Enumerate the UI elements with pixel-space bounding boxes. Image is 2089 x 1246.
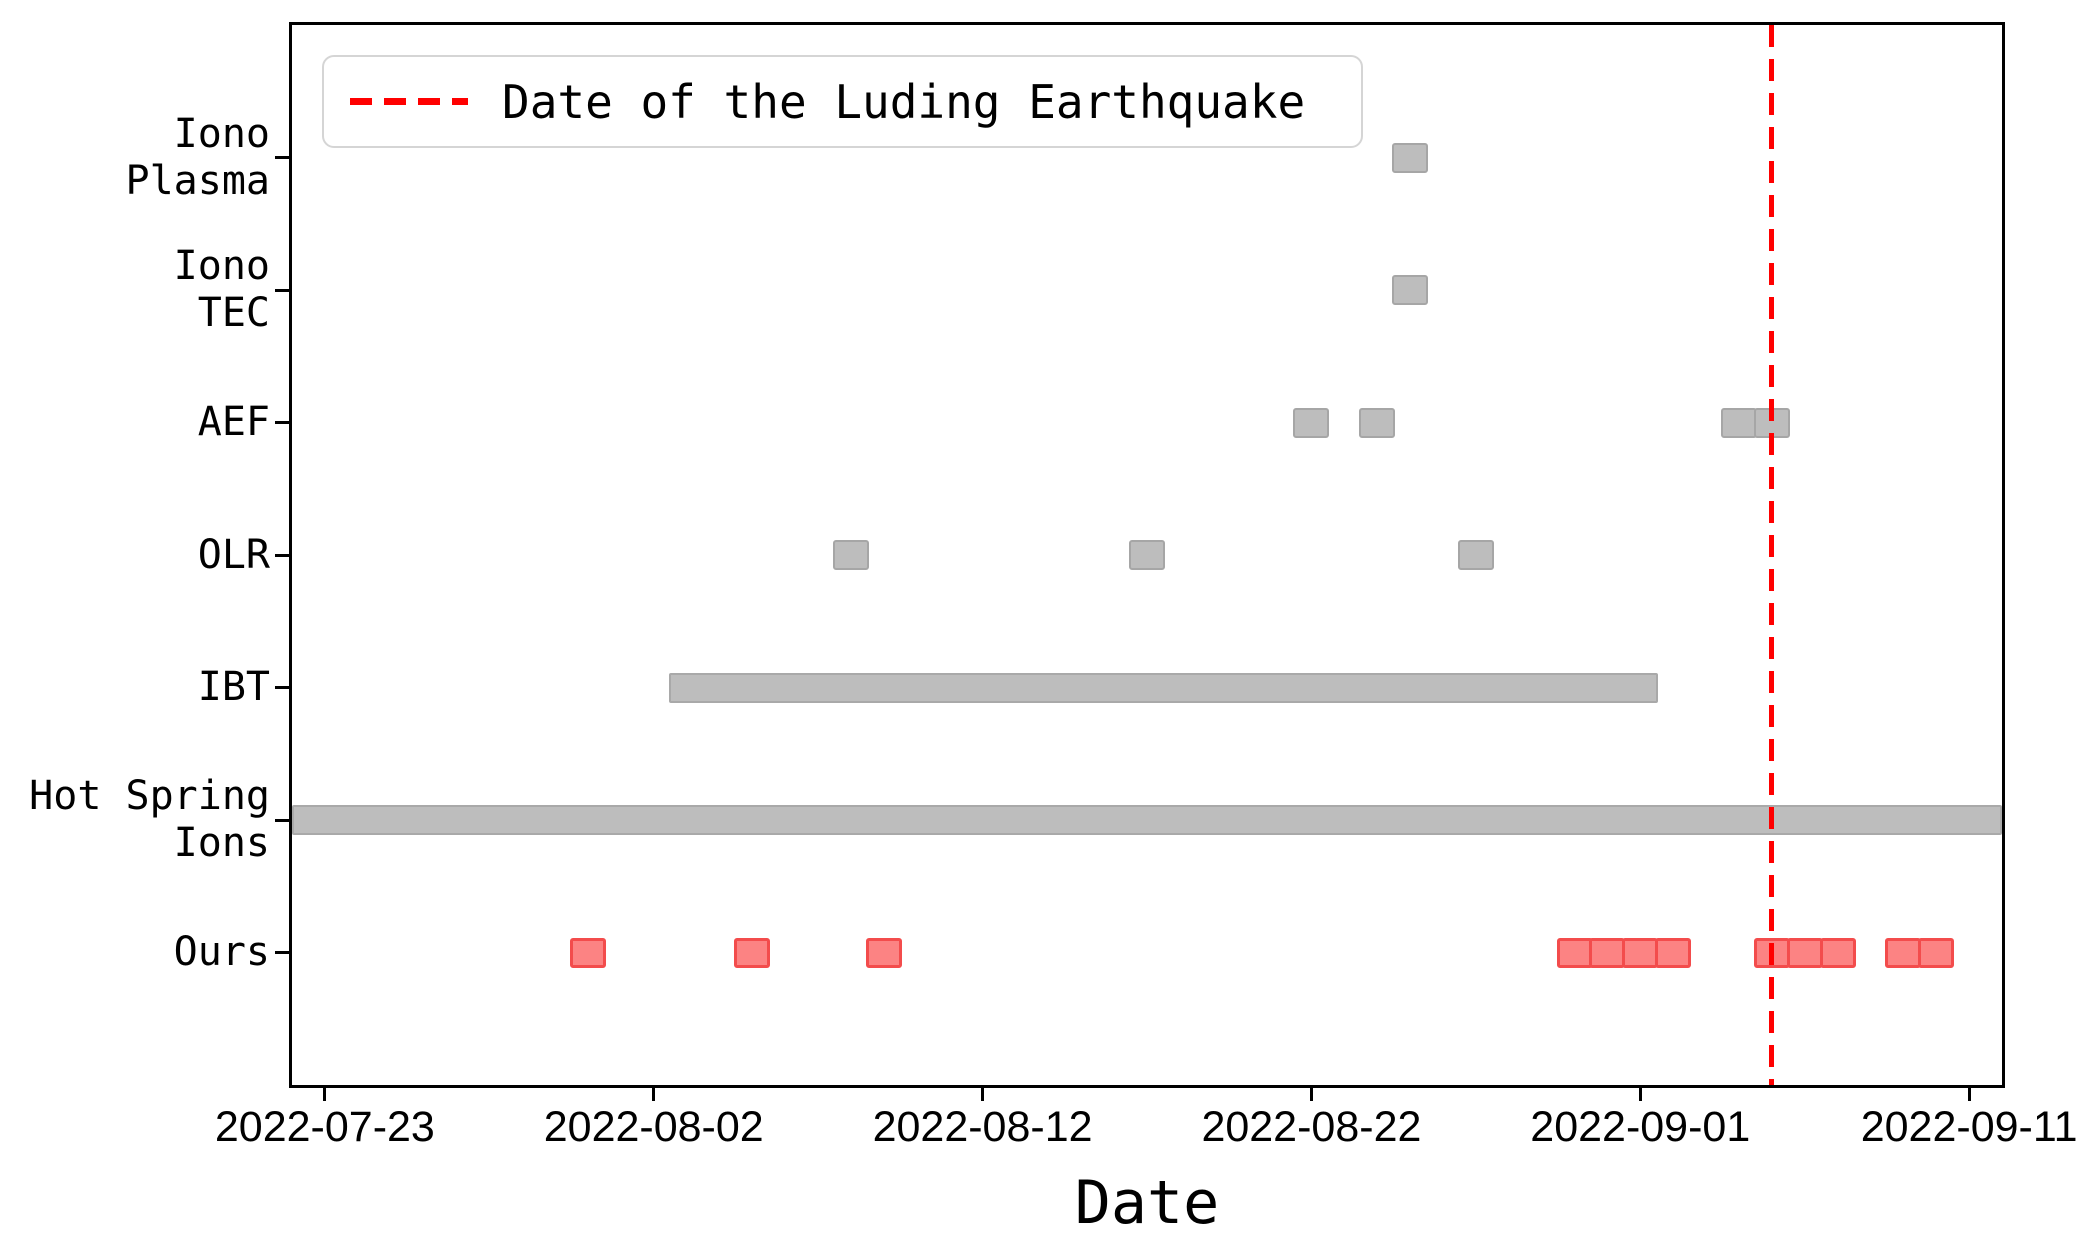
ours-marker — [569, 937, 606, 968]
x-tick — [652, 1085, 656, 1101]
x-tick-label: 2022-08-22 — [1201, 1103, 1422, 1151]
ours-marker — [1786, 937, 1823, 968]
dashed-line-swatch — [350, 98, 468, 105]
ours-marker — [1918, 937, 1955, 968]
ibt-bar — [668, 672, 1659, 703]
hot-spring-ions-bar — [292, 805, 2002, 835]
x-tick — [323, 1085, 327, 1101]
y-label-ibt: IBT — [197, 664, 270, 710]
x-tick — [981, 1085, 985, 1101]
y-tick-hot-spring-ions — [275, 818, 289, 822]
ours-marker — [1622, 937, 1659, 968]
y-tick-iono-plasma — [275, 156, 289, 159]
y-tick-ours — [275, 951, 289, 954]
x-axis-title: Date — [1074, 1168, 1220, 1238]
y-tick-iono-tec — [275, 288, 289, 292]
x-tick-label: 2022-09-11 — [1860, 1103, 2078, 1151]
legend-label: Date of the Luding Earthquake — [502, 74, 1306, 129]
olr-marker — [1129, 540, 1165, 570]
y-label-ours: Ours — [173, 929, 270, 975]
x-tick-label: 2022-07-23 — [214, 1103, 435, 1151]
legend: Date of the Luding Earthquake — [322, 55, 1363, 148]
y-label-iono-tec: Iono TEC — [173, 243, 270, 336]
ours-marker — [1589, 937, 1626, 968]
iono-plasma-marker — [1392, 142, 1429, 173]
y-tick-ibt — [275, 686, 289, 689]
ours-marker — [1885, 937, 1922, 968]
y-label-hot-spring-ions: Hot Spring Ions — [29, 773, 270, 866]
olr-marker — [833, 540, 870, 570]
iono-tec-marker — [1392, 275, 1429, 305]
aef-marker — [1359, 407, 1396, 438]
aef-marker — [1293, 407, 1330, 438]
y-label-aef: AEF — [197, 399, 270, 445]
x-tick-label: 2022-09-01 — [1530, 1103, 1751, 1151]
ours-marker — [865, 937, 902, 968]
x-tick — [1638, 1085, 1642, 1101]
ours-marker — [734, 937, 771, 968]
x-tick-label: 2022-08-02 — [543, 1103, 764, 1151]
x-tick-label: 2022-08-12 — [872, 1103, 1093, 1151]
y-label-olr: OLR — [197, 531, 270, 578]
x-tick — [1967, 1085, 1971, 1101]
aef-marker — [1720, 407, 1757, 438]
olr-marker — [1457, 540, 1494, 570]
y-tick-olr — [275, 553, 289, 557]
plot-area: Date of the Luding Earthquake — [275, 22, 2005, 1101]
ours-marker — [1655, 937, 1692, 968]
y-tick-aef — [275, 421, 289, 424]
y-label-iono-plasma: Iono Plasma — [125, 110, 271, 204]
ours-marker — [1556, 937, 1593, 968]
x-tick — [1309, 1085, 1313, 1101]
earthquake-line — [1769, 25, 1775, 1085]
ours-marker — [1819, 937, 1856, 968]
